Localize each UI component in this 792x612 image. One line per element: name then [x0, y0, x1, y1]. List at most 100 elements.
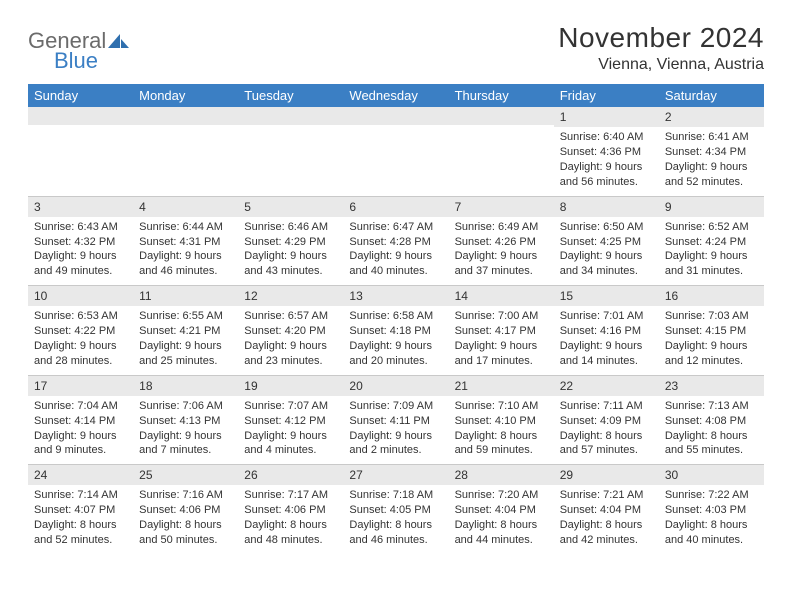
daylight-text: Daylight: 9 hours and 9 minutes. — [34, 429, 127, 459]
day-info: Sunrise: 7:10 AMSunset: 4:10 PMDaylight:… — [455, 399, 548, 458]
day-info: Sunrise: 6:52 AMSunset: 4:24 PMDaylight:… — [665, 220, 758, 279]
calendar-day-cell: 16 Sunrise: 7:03 AMSunset: 4:15 PMDayligh… — [659, 286, 764, 376]
sunrise-text: Sunrise: 7:21 AM — [560, 488, 653, 503]
sunset-text: Sunset: 4:18 PM — [349, 324, 442, 339]
daylight-text: Daylight: 8 hours and 50 minutes. — [139, 518, 232, 548]
sunrise-text: Sunrise: 6:49 AM — [455, 220, 548, 235]
day-info: Sunrise: 6:58 AMSunset: 4:18 PMDaylight:… — [349, 309, 442, 368]
sunrise-text: Sunrise: 6:47 AM — [349, 220, 442, 235]
sunrise-text: Sunrise: 7:00 AM — [455, 309, 548, 324]
day-info: Sunrise: 7:20 AMSunset: 4:04 PMDaylight:… — [455, 488, 548, 547]
day-info: Sunrise: 6:40 AMSunset: 4:36 PMDaylight:… — [560, 130, 653, 189]
day-info: Sunrise: 7:07 AMSunset: 4:12 PMDaylight:… — [244, 399, 337, 458]
day-number: 19 — [238, 376, 343, 396]
sunset-text: Sunset: 4:06 PM — [139, 503, 232, 518]
daylight-text: Daylight: 9 hours and 52 minutes. — [665, 160, 758, 190]
day-number: 20 — [343, 376, 448, 396]
day-info: Sunrise: 6:43 AMSunset: 4:32 PMDaylight:… — [34, 220, 127, 279]
sunrise-text: Sunrise: 7:20 AM — [455, 488, 548, 503]
calendar-day-cell: 25Sunrise: 7:16 AMSunset: 4:06 PMDayligh… — [133, 465, 238, 554]
day-number: 23 — [659, 376, 764, 396]
calendar-day-cell: 12Sunrise: 6:57 AMSunset: 4:20 PMDayligh… — [238, 286, 343, 376]
sunrise-text: Sunrise: 6:46 AM — [244, 220, 337, 235]
calendar-day-cell: 3Sunrise: 6:43 AMSunset: 4:32 PMDaylight… — [28, 196, 133, 286]
day-number: 8 — [554, 197, 659, 217]
sunset-text: Sunset: 4:05 PM — [349, 503, 442, 518]
calendar-day-cell: 1 Sunrise: 6:40 AMSunset: 4:36 PMDaylight… — [554, 107, 659, 196]
day-info: Sunrise: 6:46 AMSunset: 4:29 PMDaylight:… — [244, 220, 337, 279]
sunset-text: Sunset: 4:03 PM — [665, 503, 758, 518]
sunrise-text: Sunrise: 7:06 AM — [139, 399, 232, 414]
day-number — [28, 107, 133, 125]
calendar-day-cell: 7Sunrise: 6:49 AMSunset: 4:26 PMDaylight… — [449, 196, 554, 286]
calendar-week-row: 10Sunrise: 6:53 AMSunset: 4:22 PMDayligh… — [28, 286, 764, 376]
calendar-day-cell: 5 Sunrise: 6:46 AMSunset: 4:29 PMDaylight… — [238, 196, 343, 286]
day-info: Sunrise: 7:22 AMSunset: 4:03 PMDaylight:… — [665, 488, 758, 547]
calendar-day-cell: 28Sunrise: 7:20 AMSunset: 4:04 PMDayligh… — [449, 465, 554, 554]
sunrise-text: Sunrise: 7:09 AM — [349, 399, 442, 414]
sunset-text: Sunset: 4:15 PM — [665, 324, 758, 339]
daylight-text: Daylight: 9 hours and 37 minutes. — [455, 249, 548, 279]
sunset-text: Sunset: 4:06 PM — [244, 503, 337, 518]
daylight-text: Daylight: 9 hours and 20 minutes. — [349, 339, 442, 369]
day-number: 17 — [28, 376, 133, 396]
day-header: Tuesday — [238, 84, 343, 107]
sunrise-text: Sunrise: 7:07 AM — [244, 399, 337, 414]
day-info: Sunrise: 7:04 AMSunset: 4:14 PMDaylight:… — [34, 399, 127, 458]
sunrise-text: Sunrise: 7:11 AM — [560, 399, 653, 414]
day-number: 1 — [554, 107, 659, 127]
day-number: 13 — [343, 286, 448, 306]
daylight-text: Daylight: 9 hours and 34 minutes. — [560, 249, 653, 279]
calendar-day-cell: 24Sunrise: 7:14 AMSunset: 4:07 PMDayligh… — [28, 465, 133, 554]
sunset-text: Sunset: 4:34 PM — [665, 145, 758, 160]
sunset-text: Sunset: 4:26 PM — [455, 235, 548, 250]
day-info: Sunrise: 7:06 AMSunset: 4:13 PMDaylight:… — [139, 399, 232, 458]
day-number: 4 — [133, 197, 238, 217]
calendar-empty-cell — [343, 107, 448, 196]
calendar-day-cell: 15 Sunrise: 7:01 AMSunset: 4:16 PMDayligh… — [554, 286, 659, 376]
sunrise-text: Sunrise: 7:13 AM — [665, 399, 758, 414]
day-number — [238, 107, 343, 125]
sunset-text: Sunset: 4:17 PM — [455, 324, 548, 339]
day-number — [343, 107, 448, 125]
daylight-text: Daylight: 9 hours and 31 minutes. — [665, 249, 758, 279]
title-block: November 2024 Vienna, Vienna, Austria — [558, 22, 764, 74]
day-info: Sunrise: 7:16 AMSunset: 4:06 PMDaylight:… — [139, 488, 232, 547]
daylight-text: Daylight: 9 hours and 56 minutes. — [560, 160, 653, 190]
day-number: 9 — [659, 197, 764, 217]
day-number: 5 — [238, 197, 343, 217]
sunset-text: Sunset: 4:13 PM — [139, 414, 232, 429]
daylight-text: Daylight: 9 hours and 28 minutes. — [34, 339, 127, 369]
sunrise-text: Sunrise: 6:43 AM — [34, 220, 127, 235]
day-number: 15 — [554, 286, 659, 306]
sunset-text: Sunset: 4:29 PM — [244, 235, 337, 250]
day-info: Sunrise: 7:01 AMSunset: 4:16 PMDaylight:… — [560, 309, 653, 368]
day-info: Sunrise: 7:17 AMSunset: 4:06 PMDaylight:… — [244, 488, 337, 547]
day-info: Sunrise: 7:00 AMSunset: 4:17 PMDaylight:… — [455, 309, 548, 368]
daylight-text: Daylight: 9 hours and 46 minutes. — [139, 249, 232, 279]
calendar-header-row: SundayMondayTuesdayWednesdayThursdayFrid… — [28, 84, 764, 107]
calendar-day-cell: 6Sunrise: 6:47 AMSunset: 4:28 PMDaylight… — [343, 196, 448, 286]
sunrise-text: Sunrise: 7:10 AM — [455, 399, 548, 414]
sunset-text: Sunset: 4:22 PM — [34, 324, 127, 339]
sunset-text: Sunset: 4:24 PM — [665, 235, 758, 250]
day-info: Sunrise: 6:53 AMSunset: 4:22 PMDaylight:… — [34, 309, 127, 368]
day-number: 29 — [554, 465, 659, 485]
day-number: 22 — [554, 376, 659, 396]
sunrise-text: Sunrise: 6:57 AM — [244, 309, 337, 324]
sunset-text: Sunset: 4:16 PM — [560, 324, 653, 339]
calendar-day-cell: 17 Sunrise: 7:04 AMSunset: 4:14 PMDayligh… — [28, 375, 133, 465]
daylight-text: Daylight: 8 hours and 44 minutes. — [455, 518, 548, 548]
sunset-text: Sunset: 4:09 PM — [560, 414, 653, 429]
logo: GeneralBlue — [28, 22, 130, 74]
day-number: 12 — [238, 286, 343, 306]
daylight-text: Daylight: 8 hours and 48 minutes. — [244, 518, 337, 548]
day-number: 26 — [238, 465, 343, 485]
calendar-empty-cell — [238, 107, 343, 196]
calendar-week-row: 24Sunrise: 7:14 AMSunset: 4:07 PMDayligh… — [28, 465, 764, 554]
day-info: Sunrise: 7:03 AMSunset: 4:15 PMDaylight:… — [665, 309, 758, 368]
day-header: Thursday — [449, 84, 554, 107]
calendar-day-cell: 8Sunrise: 6:50 AMSunset: 4:25 PMDaylight… — [554, 196, 659, 286]
sunrise-text: Sunrise: 7:17 AM — [244, 488, 337, 503]
day-number: 16 — [659, 286, 764, 306]
